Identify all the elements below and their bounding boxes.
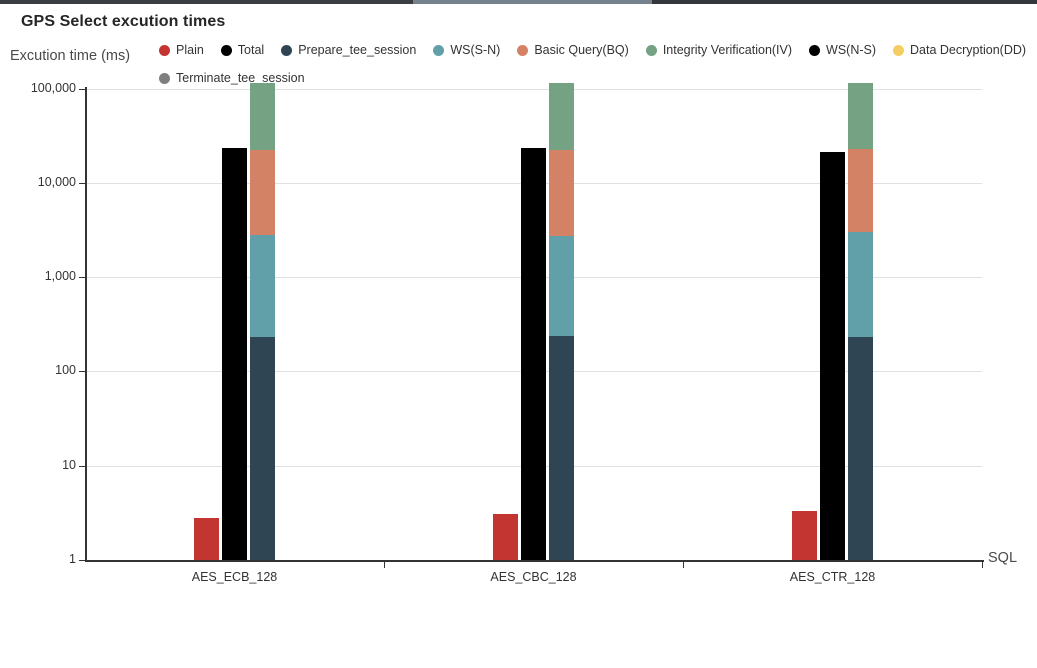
bar-ws-s-n--aes_ecb_128 [250, 234, 275, 338]
legend-item-basic-query-bq-[interactable]: Basic Query(BQ) [517, 43, 629, 57]
y-tick-label: 1,000 [44, 269, 76, 284]
legend-item-data-decryption-dd-[interactable]: Data Decryption(DD) [893, 43, 1026, 57]
y-tick-label: 10 [62, 457, 76, 472]
legend-item-ws-s-n-[interactable]: WS(S-N) [433, 43, 500, 57]
window-strip-segment-2 [652, 0, 1037, 4]
legend-dot-icon [517, 44, 529, 56]
legend-dot-icon [220, 44, 232, 56]
bar-plain-aes_ecb_128 [194, 517, 219, 560]
x-category-label-aes_ctr_128: AES_CTR_128 [789, 570, 876, 584]
y-tick-mark [79, 88, 85, 90]
y-tick-mark [79, 371, 85, 373]
legend-row-1: Plain Total Prepare_tee_session WS(S-N) Basi… [159, 36, 1037, 64]
y-axis-title: Excution time (ms) [10, 48, 131, 64]
legend-item-label: WS(N-S) [826, 43, 877, 57]
legend-item-label: Basic Query(BQ) [534, 43, 629, 57]
x-tick-mark [683, 562, 684, 568]
legend-item-label: Terminate_tee_session [176, 71, 305, 85]
legend-dot-icon [645, 44, 657, 56]
bar-prepare-tee-session-aes_ecb_128 [250, 337, 275, 560]
bar-total-aes_cbc_128 [521, 147, 546, 560]
y-tick-mark [79, 560, 85, 561]
legend-item-label: Integrity Verification(IV) [662, 43, 793, 57]
legend-item-total[interactable]: Total [220, 43, 265, 57]
bar-basic-query-bq--aes_ecb_128 [250, 149, 275, 235]
legend-item-plain[interactable]: Plain [159, 43, 204, 57]
legend-item-prepare-tee-session[interactable]: Prepare_tee_session [281, 43, 416, 57]
legend-dot-icon [159, 72, 170, 84]
legend-item-integrity-verification-iv-[interactable]: Integrity Verification(IV) [645, 43, 793, 57]
window-strip-segment-1 [413, 0, 652, 4]
y-axis-line [85, 86, 87, 562]
y-tick-label: 1 [69, 552, 76, 566]
bar-plain-aes_ctr_128 [792, 511, 817, 560]
bar-integrity-verification-iv--aes_cbc_128 [549, 83, 574, 150]
bar-ws-s-n--aes_ctr_128 [848, 232, 873, 338]
legend-dot-icon [159, 44, 170, 56]
legend-dot-icon [433, 44, 445, 56]
legend: Plain Total Prepare_tee_session WS(S-N) Basi… [159, 36, 1037, 92]
gridline-100,000 [85, 88, 982, 90]
x-axis-line [85, 560, 984, 562]
bar-total-aes_ecb_128 [222, 147, 247, 560]
legend-item-label: Prepare_tee_session [298, 43, 417, 57]
legend-dot-icon [281, 44, 293, 56]
chart-title: GPS Select excution times [21, 13, 226, 30]
legend-item-label: WS(S-N) [450, 43, 501, 57]
y-tick-label: 10,000 [37, 174, 76, 189]
window-strip-segment-0 [0, 0, 413, 4]
window-top-strip [0, 0, 1037, 4]
x-category-label-aes_cbc_128: AES_CBC_128 [490, 570, 577, 584]
legend-dot-icon [893, 44, 905, 56]
x-category-label-aes_ecb_128: AES_ECB_128 [191, 570, 278, 584]
legend-dot-icon [809, 44, 821, 56]
y-tick-mark [79, 465, 85, 467]
y-tick-label: 100,000 [30, 80, 76, 95]
legend-item-label: Plain [176, 43, 204, 57]
y-tick-mark [79, 277, 85, 279]
legend-row-2: Terminate_tee_session [159, 64, 1037, 92]
bar-basic-query-bq--aes_ctr_128 [848, 149, 873, 233]
legend-item-label: Data Decryption(DD) [910, 43, 1027, 57]
bar-prepare-tee-session-aes_ctr_128 [848, 337, 873, 560]
bar-plain-aes_cbc_128 [493, 513, 518, 560]
x-axis-title: SQL [988, 550, 1018, 566]
legend-item-label: Total [237, 43, 265, 57]
bar-prepare-tee-session-aes_cbc_128 [549, 336, 574, 560]
x-tick-mark [982, 562, 983, 568]
bar-integrity-verification-iv--aes_ecb_128 [250, 83, 275, 150]
bar-total-aes_ctr_128 [820, 152, 845, 560]
bar-ws-s-n--aes_cbc_128 [549, 236, 574, 337]
legend-item-terminate-tee-session[interactable]: Terminate_tee_session [159, 71, 305, 85]
legend-item-ws-n-s-[interactable]: WS(N-S) [809, 43, 876, 57]
x-tick-mark [384, 562, 385, 568]
bar-integrity-verification-iv--aes_ctr_128 [848, 83, 873, 150]
bar-basic-query-bq--aes_cbc_128 [549, 149, 574, 237]
y-tick-label: 100 [55, 363, 76, 378]
y-tick-mark [79, 182, 85, 184]
